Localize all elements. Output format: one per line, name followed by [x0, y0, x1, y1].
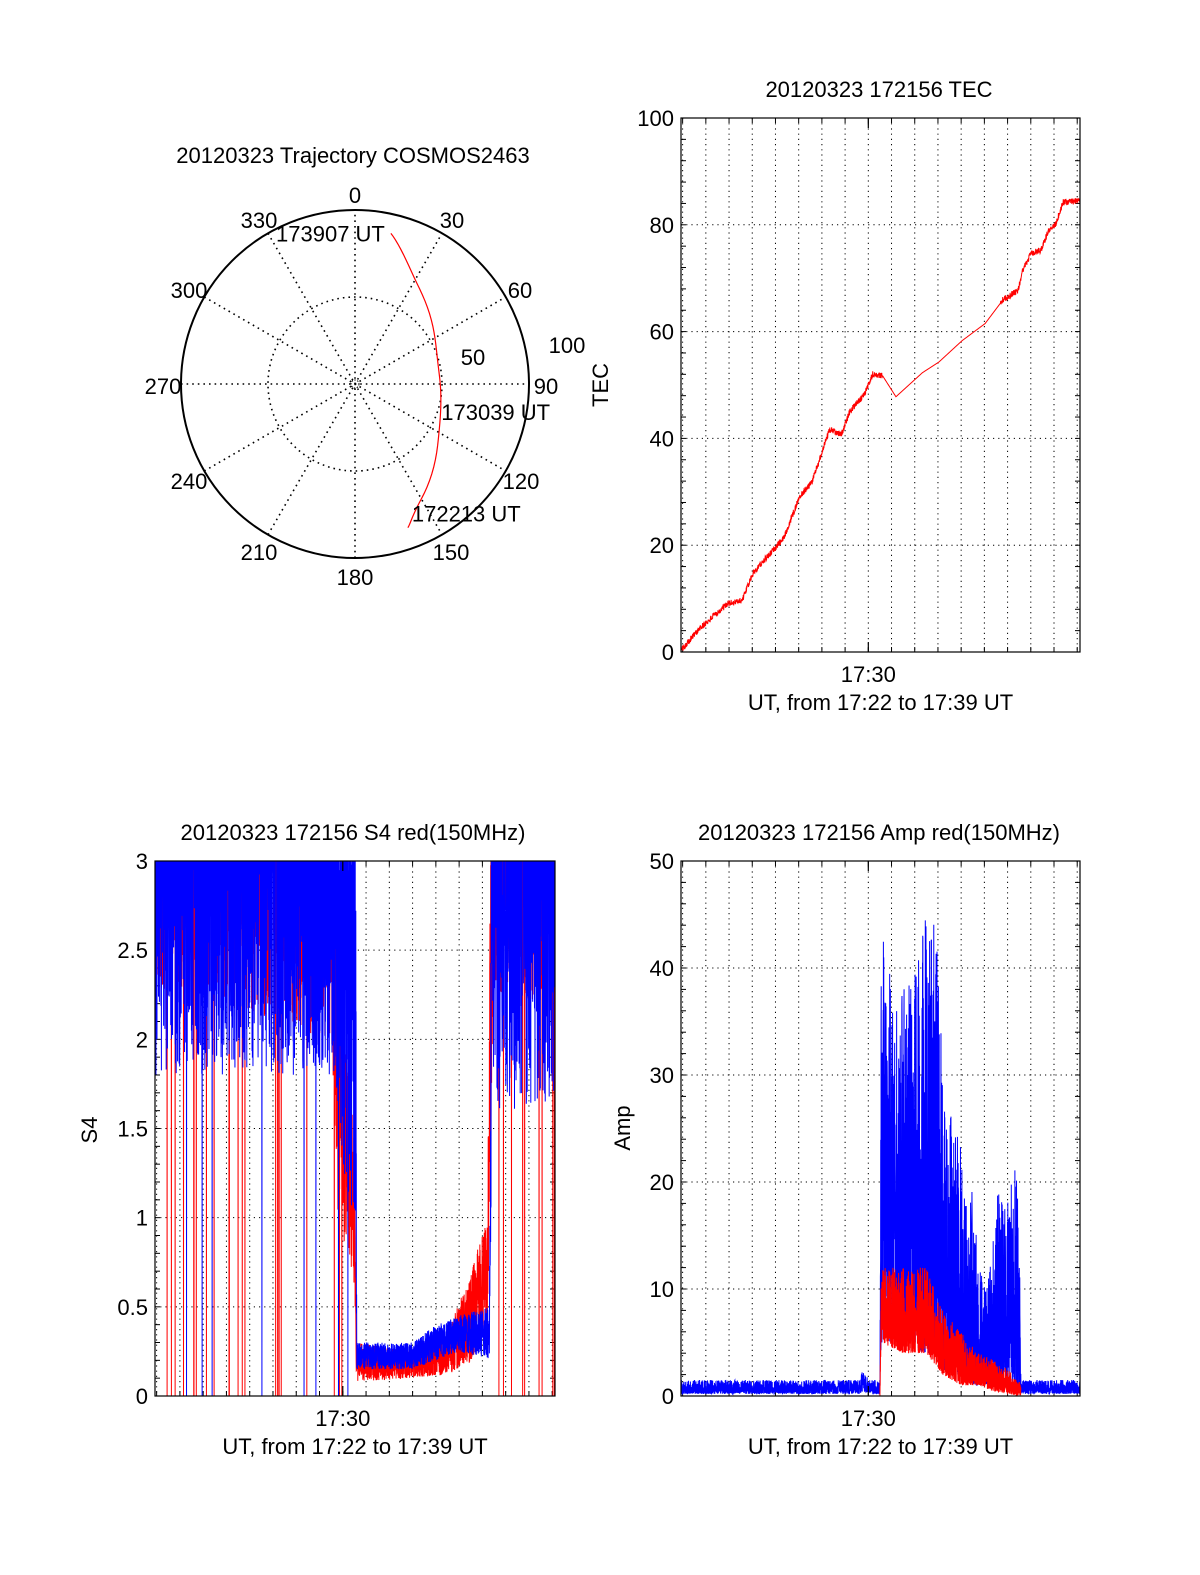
trajectory-time-label: 173907 UT	[276, 221, 385, 246]
polar-angle-label: 240	[171, 469, 208, 494]
polar-ring-50	[267, 296, 443, 472]
s4-x-tick-label: 17:30	[315, 1406, 370, 1431]
s4-series-line-0	[155, 861, 555, 1396]
polar-angle-label: 0	[349, 183, 361, 208]
amp-x-axis-label: UT, from 17:22 to 17:39 UT	[748, 1434, 1013, 1459]
tec-plot-frame	[680, 117, 1081, 653]
tec-y-tick-label: 60	[650, 320, 674, 345]
tec-series-group	[681, 197, 1080, 652]
polar-angle-label: 270	[145, 374, 182, 399]
amp-x-tick-label: 17:30	[841, 1406, 896, 1431]
s4-y-tick-label: 2	[136, 1027, 148, 1052]
polar-center-marker	[350, 379, 360, 389]
polar-angle-label: 300	[171, 278, 208, 303]
tec-y-axis-label: TEC	[588, 363, 613, 407]
s4-x-axis-label: UT, from 17:22 to 17:39 UT	[222, 1434, 487, 1459]
polar-angle-label: 60	[508, 278, 532, 303]
polar-trajectory-plot: 20120323 Trajectory COSMOS2463 0 30 60 90 120…	[145, 143, 586, 590]
amp-y-tick-label: 50	[650, 849, 674, 874]
tec-y-tick-label: 0	[662, 640, 674, 665]
s4-y-tick-label: 2.5	[117, 938, 148, 963]
polar-angle-label: 210	[241, 540, 278, 565]
tec-title: 20120323 172156 TEC	[765, 77, 992, 102]
amp-series-line-1	[879, 1267, 1022, 1396]
s4-y-axis-label: S4	[77, 1117, 102, 1144]
polar-spoke	[267, 232, 443, 536]
tec-x-axis-label: UT, from 17:22 to 17:39 UT	[748, 690, 1013, 715]
tec-series-line-0	[681, 197, 1080, 652]
s4-title: 20120323 172156 S4 red(150MHz)	[181, 820, 526, 845]
s4-y-tick-label: 0.5	[117, 1295, 148, 1320]
s4-y-tick-label: 1	[136, 1206, 148, 1231]
s4-plot: 0 0.5 1 1.5 2 2.5 3 17:30 UT, from 17:22 to 17:3…	[77, 820, 556, 1459]
tec-y-tick-label: 40	[650, 426, 674, 451]
trajectory-line	[390, 232, 442, 528]
polar-outer-ring	[180, 209, 530, 559]
s4-series-group	[155, 861, 555, 1396]
polar-radial-label: 100	[549, 333, 586, 358]
amp-series-line-0	[681, 920, 1080, 1396]
polar-angle-label: 180	[337, 565, 374, 590]
amp-y-tick-label: 30	[650, 1063, 674, 1088]
trajectory-time-label: 173039 UT	[441, 400, 550, 425]
polar-angle-label: 90	[534, 374, 558, 399]
polar-angle-label: 30	[440, 208, 464, 233]
amp-series-group	[681, 920, 1080, 1396]
s4-y-tick-label: 0	[136, 1384, 148, 1409]
polar-radial-label: 50	[461, 345, 485, 370]
tec-y-tick-label: 80	[650, 213, 674, 238]
amp-y-tick-label: 10	[650, 1277, 674, 1302]
polar-angle-label: 330	[241, 208, 278, 233]
polar-angle-label: 120	[503, 469, 540, 494]
s4-series-line-1	[155, 861, 555, 1396]
s4-y-tick-label: 3	[136, 849, 148, 874]
tec-x-tick-label: 17:30	[841, 662, 896, 687]
trajectory-time-label: 172213 UT	[412, 502, 521, 527]
amp-plot: 0 10 20 30 40 50 17:30 UT, from 17:22 to 17:39 …	[610, 820, 1081, 1459]
polar-angle-label: 150	[433, 540, 470, 565]
tec-plot: 0 20 40 60 80 100 17:30 UT, from 17:22 to 17:39…	[588, 77, 1081, 715]
amp-plot-frame	[680, 860, 1081, 1397]
s4-y-tick-label: 1.5	[117, 1117, 148, 1142]
tec-y-tick-label: 20	[650, 533, 674, 558]
amp-y-tick-label: 20	[650, 1170, 674, 1195]
amp-y-tick-label: 40	[650, 956, 674, 981]
polar-title: 20120323 Trajectory COSMOS2463	[176, 143, 529, 168]
amp-y-axis-label: Amp	[610, 1105, 635, 1150]
tec-y-tick-label: 100	[637, 106, 674, 131]
amp-title: 20120323 172156 Amp red(150MHz)	[698, 820, 1060, 845]
amp-y-tick-label: 0	[662, 1384, 674, 1409]
s4-plot-frame	[154, 860, 556, 1397]
